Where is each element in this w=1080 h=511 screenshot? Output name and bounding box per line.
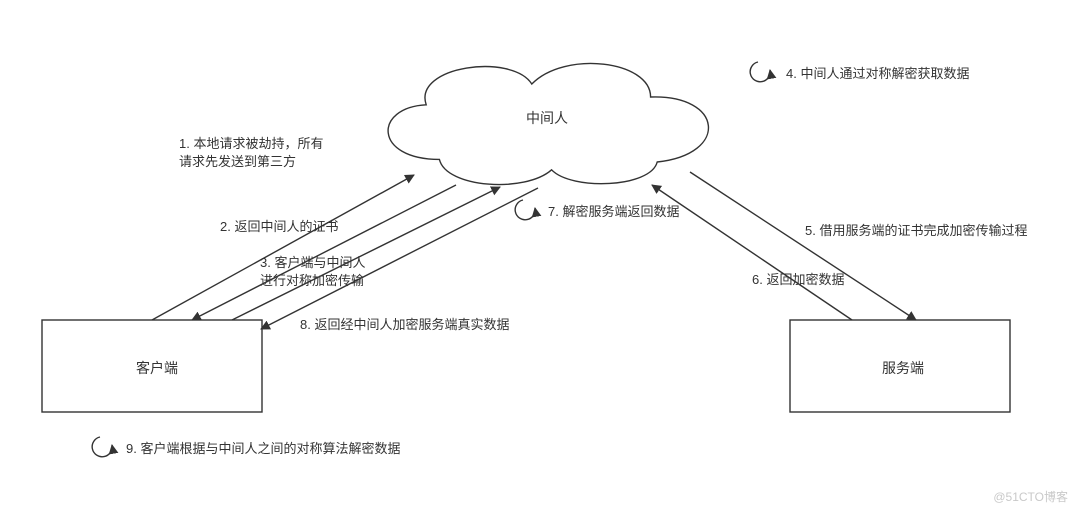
loop-l4 <box>750 62 770 82</box>
loop-l9 <box>92 437 112 457</box>
edge-label-3: 3. 客户端与中间人 进行对称加密传输 <box>260 254 365 290</box>
edge-e1 <box>152 175 414 320</box>
mitm-node-label: 中间人 <box>526 108 568 128</box>
edge-label-8: 8. 返回经中间人加密服务端真实数据 <box>300 316 509 334</box>
edge-label-2: 2. 返回中间人的证书 <box>220 218 338 236</box>
edge-label-6: 6. 返回加密数据 <box>752 271 844 289</box>
edge-label-5: 5. 借用服务端的证书完成加密传输过程 <box>805 222 1027 240</box>
edge-e6 <box>652 185 852 320</box>
loop-l7 <box>515 200 535 220</box>
loop-label-4: 4. 中间人通过对称解密获取数据 <box>786 65 969 83</box>
watermark: @51CTO博客 <box>993 488 1068 505</box>
edge-e2 <box>192 185 456 320</box>
edge-label-1: 1. 本地请求被劫持，所有 请求先发送到第三方 <box>179 135 323 171</box>
server-node-label: 服务端 <box>882 358 924 378</box>
client-node-label: 客户端 <box>136 358 178 378</box>
loop-label-9: 9. 客户端根据与中间人之间的对称算法解密数据 <box>126 440 400 458</box>
loop-label-7: 7. 解密服务端返回数据 <box>548 203 679 221</box>
edge-e5 <box>690 172 916 320</box>
